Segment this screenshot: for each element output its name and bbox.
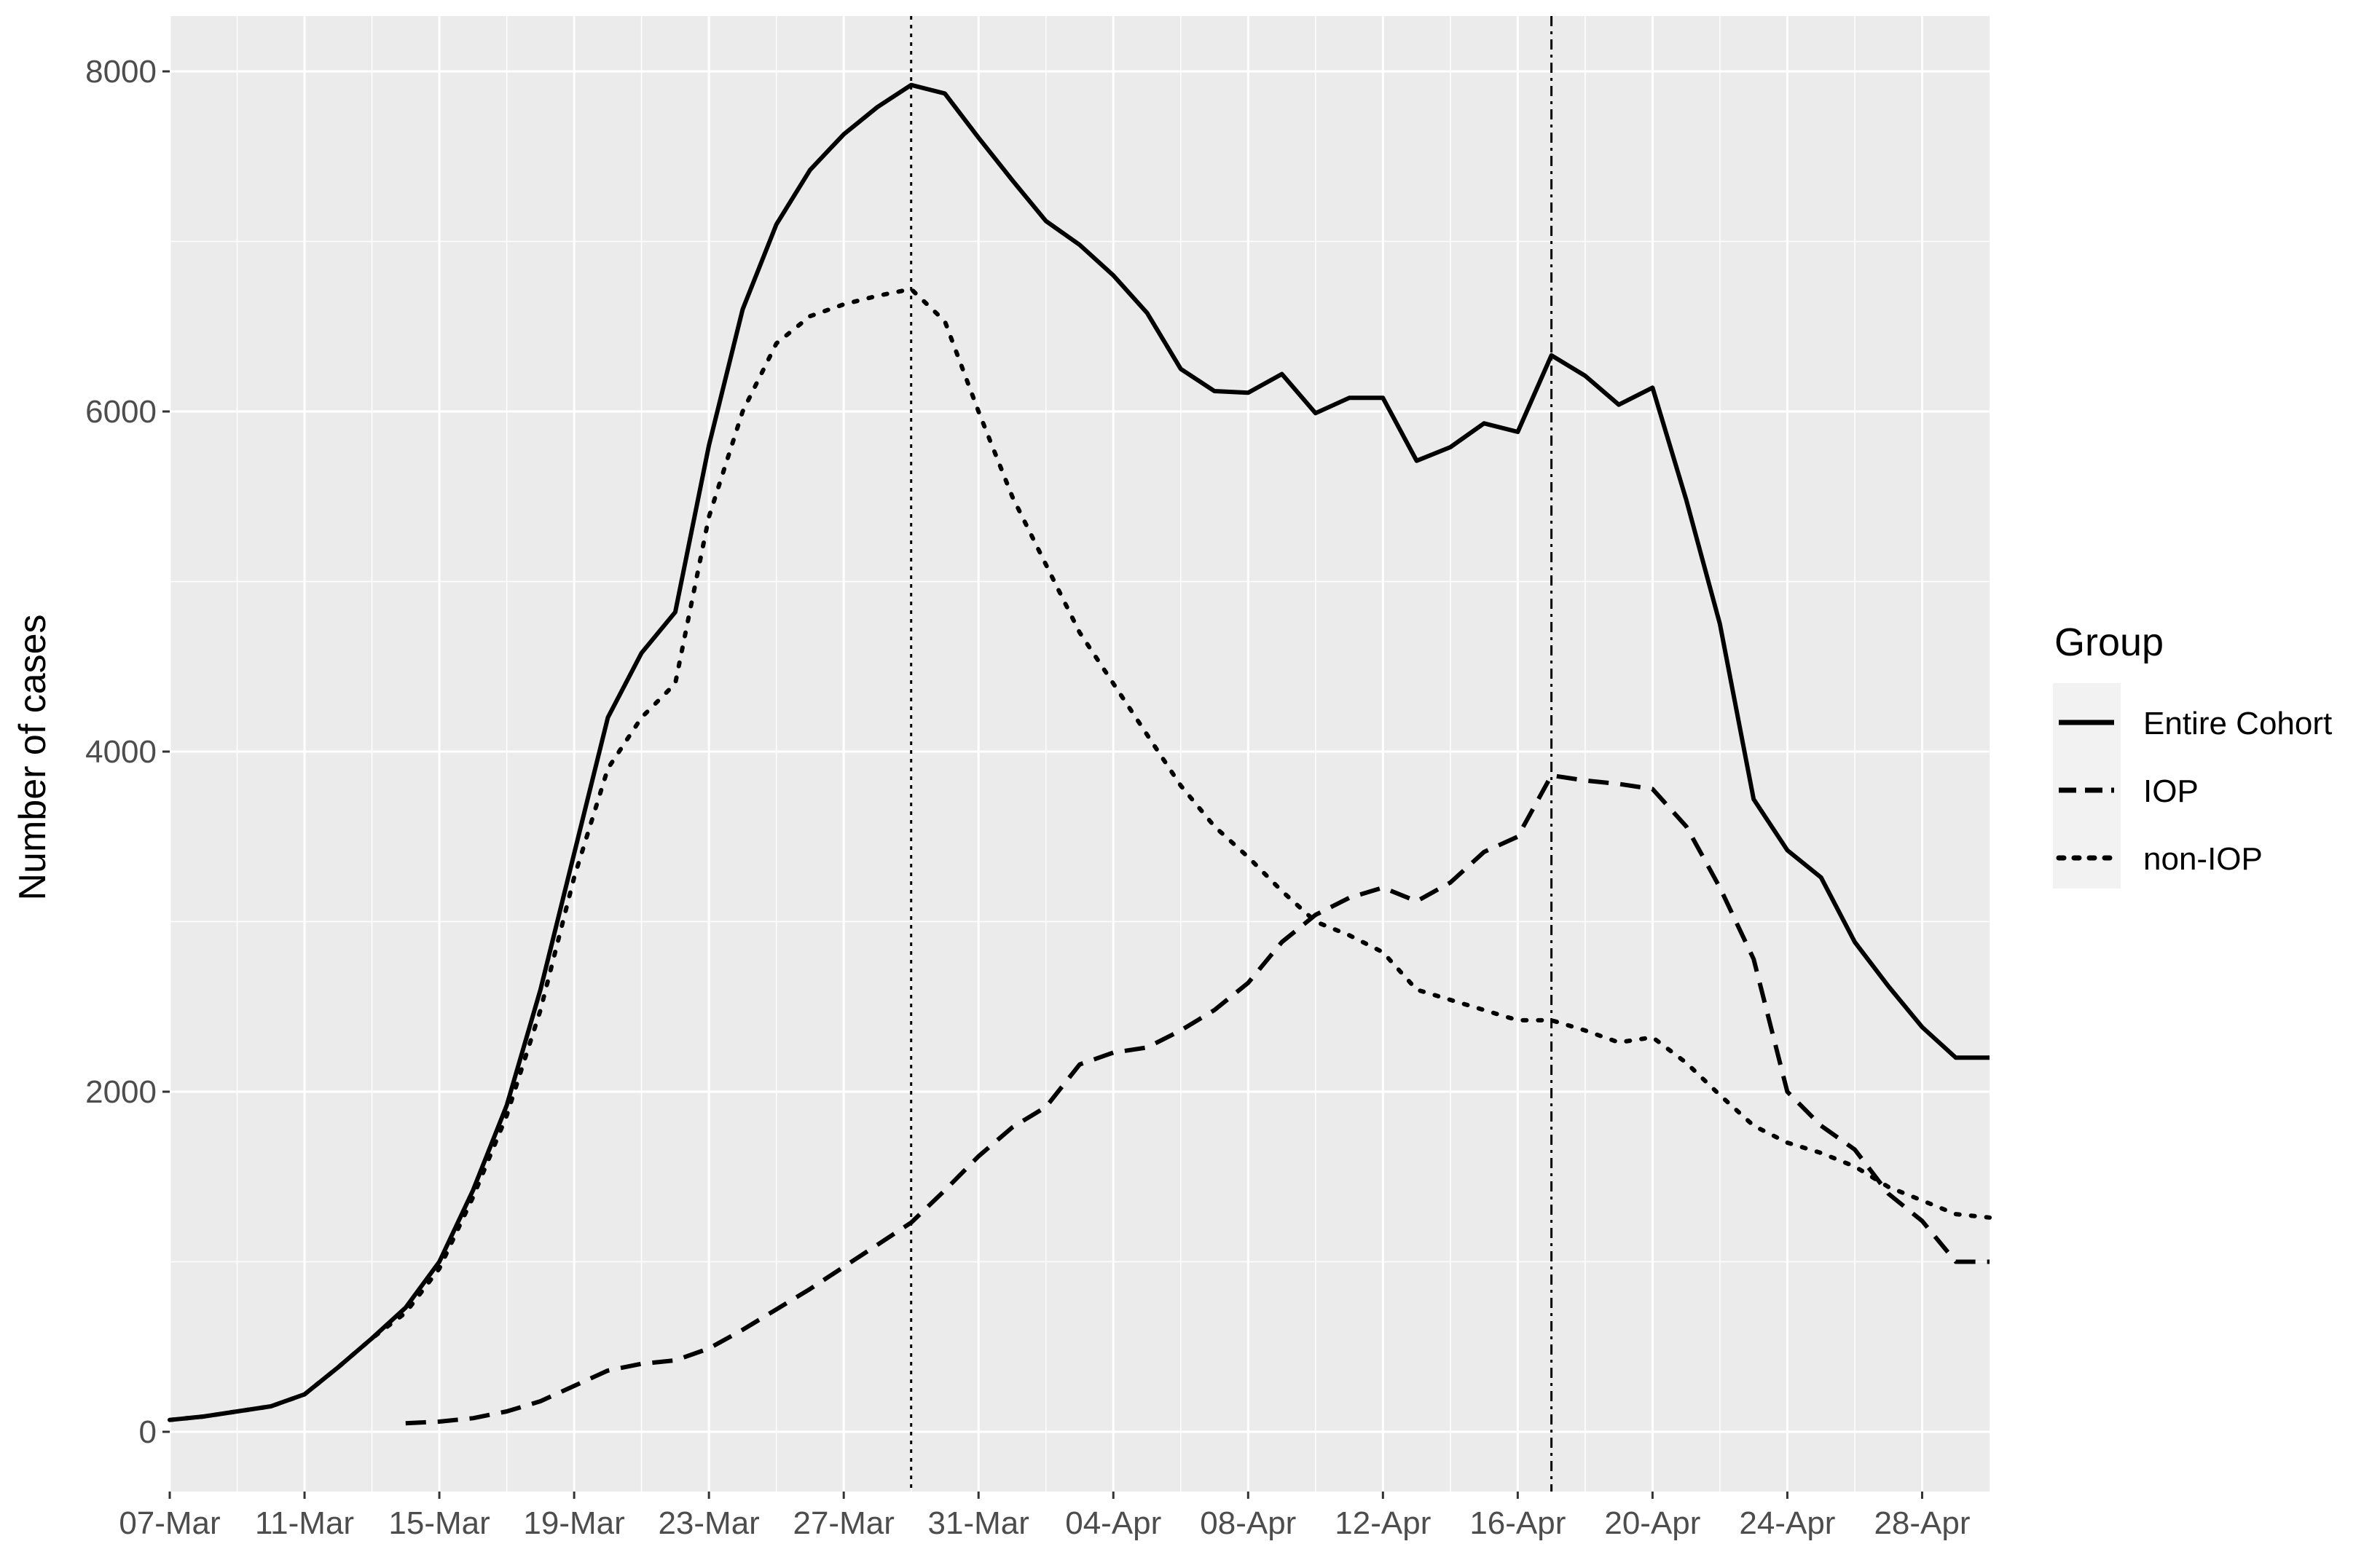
x-tick-label: 07-Mar [119, 1505, 220, 1541]
x-tick-label: 19-Mar [523, 1505, 624, 1541]
legend-label-entire-cohort: Entire Cohort [2143, 706, 2332, 741]
legend-label-non-iop: non-IOP [2143, 841, 2263, 877]
x-tick-label: 12-Apr [1335, 1505, 1431, 1541]
legend-key-background [2053, 683, 2121, 889]
x-tick-label: 04-Apr [1065, 1505, 1161, 1541]
x-tick-label: 08-Apr [1200, 1505, 1296, 1541]
x-tick-label: 28-Apr [1874, 1505, 1970, 1541]
y-tick-label: 0 [139, 1414, 157, 1450]
x-tick-label: 20-Apr [1604, 1505, 1700, 1541]
x-axis: 07-Mar 11-Mar 15-Mar 19-Mar 23-Mar 27-Mar 31-M… [119, 1492, 1971, 1541]
legend-label-iop: IOP [2143, 773, 2199, 809]
legend: Group Entire Cohort IOP non-IOP [2053, 620, 2332, 889]
legend-title: Group [2054, 620, 2164, 664]
y-tick-label: 8000 [85, 54, 157, 90]
y-tick-label: 2000 [85, 1074, 157, 1110]
x-tick-label: 27-Mar [793, 1505, 894, 1541]
x-tick-label: 23-Mar [658, 1505, 759, 1541]
x-tick-label: 11-Mar [255, 1505, 354, 1541]
series-line-iop [405, 773, 1990, 1426]
y-axis: 0 2000 4000 6000 8000 [85, 54, 170, 1450]
reference-lines [910, 16, 1553, 1492]
plot-panel [170, 16, 1990, 1492]
y-axis-title: Number of cases [12, 614, 54, 900]
series-layer [168, 82, 1992, 1426]
series-line-entire-cohort [169, 82, 1990, 1422]
series-line-non-iop [168, 286, 1992, 1422]
x-tick-label: 24-Apr [1739, 1505, 1835, 1541]
major-gridlines [168, 16, 1990, 1492]
x-tick-label: 15-Mar [388, 1505, 490, 1541]
x-tick-label: 31-Mar [928, 1505, 1029, 1541]
x-tick-label: 16-Apr [1469, 1505, 1566, 1541]
y-tick-label: 4000 [85, 734, 157, 770]
y-tick-label: 6000 [85, 394, 157, 430]
